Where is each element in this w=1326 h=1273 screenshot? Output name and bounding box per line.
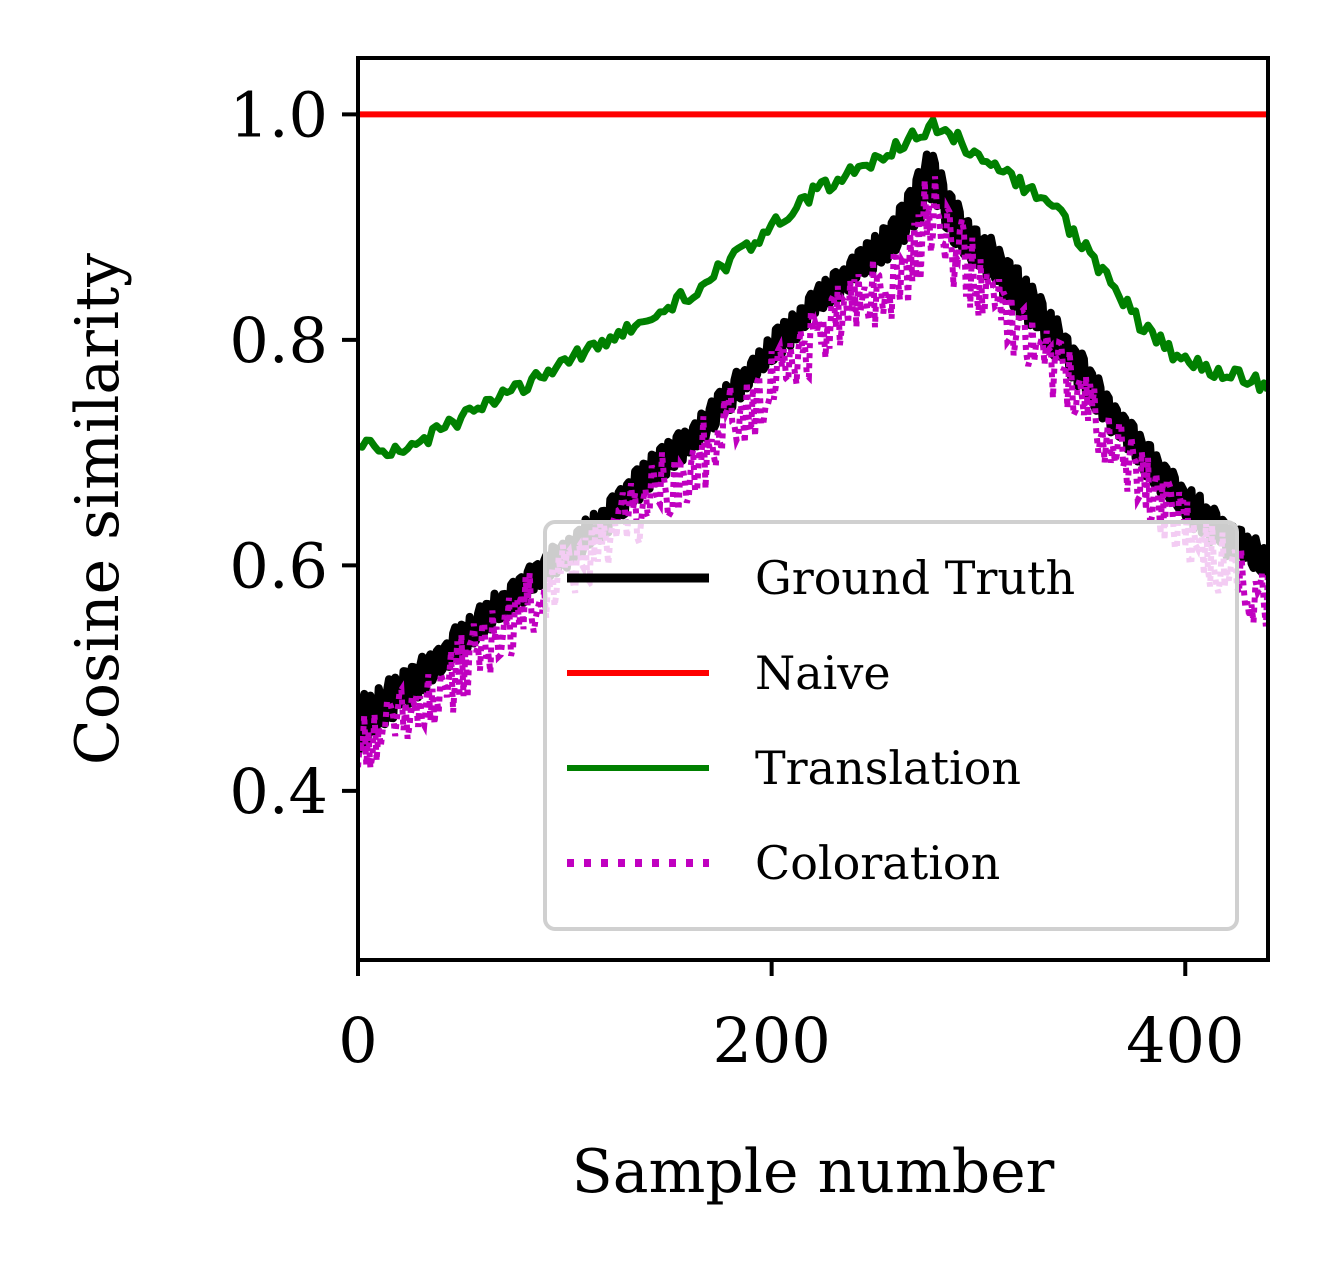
plot-frame [356,56,1270,962]
y-tick-label: 0.6 [229,529,328,602]
y-tick-label: 0.8 [229,304,328,377]
y-axis-label: Cosine similarity [63,253,133,765]
series-translation-line [358,116,1268,460]
x-tick-label: 400 [1126,1004,1244,1077]
x-tick-label: 200 [712,1004,830,1077]
series-coloration-line [358,176,1268,769]
legend-label-coloration: Coloration [755,836,1000,890]
x-tick-label: 0 [338,1004,377,1077]
legend-box [543,520,1239,931]
legend-label-translation: Translation [755,741,1021,795]
legend-label-naive: Naive [755,646,891,700]
x-axis-label: Sample number [572,1137,1055,1207]
y-tick-label: 1.0 [229,78,328,151]
y-tick-label: 0.4 [229,755,328,828]
legend-label-ground-truth: Ground Truth [755,551,1075,605]
